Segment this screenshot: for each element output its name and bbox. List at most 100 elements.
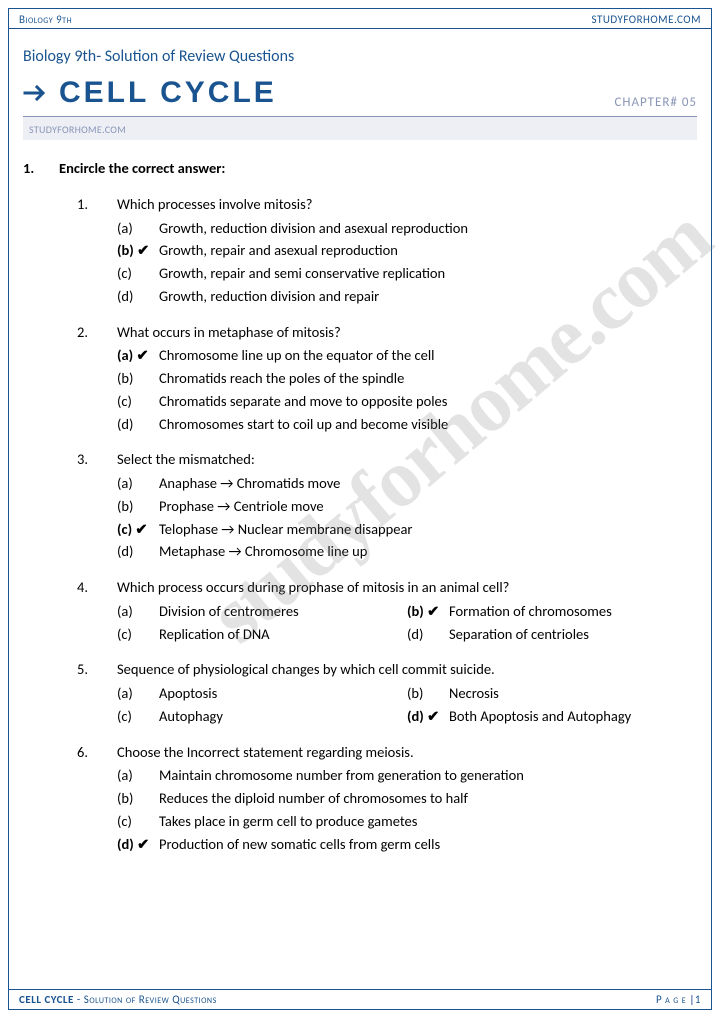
option: (a)Division of centromeres: [117, 601, 407, 623]
option: (d)Metaphase → Chromosome line up: [117, 541, 697, 563]
sub-question-number: 6.: [77, 742, 117, 764]
sub-question-number: 3.: [77, 449, 117, 471]
option-text: Growth, reduction division and repair: [159, 286, 697, 308]
footer-subtitle: - Solution of Review Questions: [74, 993, 217, 1006]
sub-question-header: 5.Sequence of physiological changes by w…: [77, 659, 697, 681]
content-area: 1. Encircle the correct answer: 1.Which …: [9, 140, 711, 879]
option: (b)Necrosis: [407, 683, 697, 705]
chapter-title: CELL CYCLE: [59, 76, 277, 110]
sub-question-header: 2.What occurs in metaphase of mitosis?: [77, 322, 697, 344]
option-label: (c): [117, 391, 159, 413]
option: (c)Growth, repair and semi conservative …: [117, 263, 697, 285]
sub-question-text: Choose the Incorrect statement regarding…: [117, 742, 414, 764]
option-text: Reduces the diploid number of chromosome…: [159, 788, 697, 810]
options: (a)Division of centromeres(b) ✔Formation…: [117, 601, 697, 646]
option-label: (c): [117, 263, 159, 285]
option: (b)Chromatids reach the poles of the spi…: [117, 368, 697, 390]
option-label: (c): [117, 706, 159, 728]
option: (a)Growth, reduction division and asexua…: [117, 218, 697, 240]
main-question-number: 1.: [23, 158, 59, 180]
sub-question: 1.Which processes involve mitosis?(a)Gro…: [77, 194, 697, 308]
option-text: Chromosomes start to coil up and become …: [159, 414, 697, 436]
sub-question-header: 4.Which process occurs during prophase o…: [77, 577, 697, 599]
option-text: Metaphase → Chromosome line up: [159, 541, 697, 563]
footer-title: CELL CYCLE: [19, 993, 74, 1006]
option-text: Chromatids reach the poles of the spindl…: [159, 368, 697, 390]
option: (d)Chromosomes start to coil up and beco…: [117, 414, 697, 436]
option-label: (d): [117, 286, 159, 308]
option-label: (a): [117, 218, 159, 240]
option-label: (d) ✔: [407, 706, 449, 728]
option-label: (c) ✔: [117, 519, 159, 541]
option: (c)Chromatids separate and move to oppos…: [117, 391, 697, 413]
sub-question: 5.Sequence of physiological changes by w…: [77, 659, 697, 727]
option: (d)Growth, reduction division and repair: [117, 286, 697, 308]
option-text: Prophase → Centriole move: [159, 496, 697, 518]
option-label: (b): [407, 683, 449, 705]
option-text: Division of centromeres: [159, 601, 407, 623]
option-label: (b) ✔: [407, 601, 449, 623]
arrow-right-icon: [23, 83, 51, 103]
option-label: (b): [117, 368, 159, 390]
sub-question-number: 5.: [77, 659, 117, 681]
option: (d) ✔Both Apoptosis and Autophagy: [407, 706, 697, 728]
option: (b)Prophase → Centriole move: [117, 496, 697, 518]
watermark-small: STUDYFORHOME.COM: [29, 123, 126, 136]
option-label: (a): [117, 473, 159, 495]
option-text: Growth, reduction division and asexual r…: [159, 218, 697, 240]
option: (d)Separation of centrioles: [407, 624, 697, 646]
footer-page-number: 1: [695, 993, 701, 1006]
main-question: 1. Encircle the correct answer:: [23, 158, 697, 180]
options: (a)Growth, reduction division and asexua…: [117, 218, 697, 308]
header-right: STUDYFORHOME.COM: [592, 13, 701, 26]
option-text: Growth, repair and semi conservative rep…: [159, 263, 697, 285]
title-row: CELL CYCLE CHAPTER# 05: [9, 74, 711, 114]
option-label: (d) ✔: [117, 834, 159, 856]
sub-question: 3.Select the mismatched:(a)Anaphase → Ch…: [77, 449, 697, 563]
options: (a)Maintain chromosome number from gener…: [117, 765, 697, 855]
option: (a)Apoptosis: [117, 683, 407, 705]
option-text: Telophase → Nuclear membrane disappear: [159, 519, 697, 541]
sub-question: 2.What occurs in metaphase of mitosis?(a…: [77, 322, 697, 436]
options: (a) ✔Chromosome line up on the equator o…: [117, 345, 697, 435]
sub-question: 4.Which process occurs during prophase o…: [77, 577, 697, 645]
sub-question-number: 2.: [77, 322, 117, 344]
option-label: (d): [407, 624, 449, 646]
option: (c)Replication of DNA: [117, 624, 407, 646]
option: (a)Maintain chromosome number from gener…: [117, 765, 697, 787]
sub-question-text: Sequence of physiological changes by whi…: [117, 659, 495, 681]
option: (b) ✔Formation of chromosomes: [407, 601, 697, 623]
option-label: (b): [117, 496, 159, 518]
option-text: Chromosome line up on the equator of the…: [159, 345, 697, 367]
option-text: Both Apoptosis and Autophagy: [449, 706, 697, 728]
footer-right: P a g e |1: [656, 993, 701, 1006]
option: (c) ✔Telophase → Nuclear membrane disapp…: [117, 519, 697, 541]
option: (b) ✔Growth, repair and asexual reproduc…: [117, 240, 697, 262]
option-text: Apoptosis: [159, 683, 407, 705]
option: (c)Takes place in germ cell to produce g…: [117, 811, 697, 833]
option-text: Separation of centrioles: [449, 624, 697, 646]
sub-question-header: 1.Which processes involve mitosis?: [77, 194, 697, 216]
question-list: 1.Which processes involve mitosis?(a)Gro…: [23, 194, 697, 856]
option-text: Chromatids separate and move to opposite…: [159, 391, 697, 413]
option: (c)Autophagy: [117, 706, 407, 728]
option-label: (b) ✔: [117, 240, 159, 262]
option-text: Growth, repair and asexual reproduction: [159, 240, 697, 262]
header-left: Biology 9th: [19, 13, 72, 26]
option-label: (a): [117, 601, 159, 623]
option-text: Anaphase → Chromatids move: [159, 473, 697, 495]
sub-question-text: Select the mismatched:: [117, 449, 255, 471]
option-label: (c): [117, 624, 159, 646]
option-label: (d): [117, 414, 159, 436]
option-label: (c): [117, 811, 159, 833]
sub-question: 6.Choose the Incorrect statement regardi…: [77, 742, 697, 856]
option-text: Autophagy: [159, 706, 407, 728]
option-text: Takes place in germ cell to produce game…: [159, 811, 697, 833]
watermark-box: STUDYFORHOME.COM: [23, 117, 697, 140]
sub-question-header: 3.Select the mismatched:: [77, 449, 697, 471]
option: (a)Anaphase → Chromatids move: [117, 473, 697, 495]
option-text: Formation of chromosomes: [449, 601, 697, 623]
option-label: (a): [117, 765, 159, 787]
option-label: (a) ✔: [117, 345, 159, 367]
option-label: (d): [117, 541, 159, 563]
